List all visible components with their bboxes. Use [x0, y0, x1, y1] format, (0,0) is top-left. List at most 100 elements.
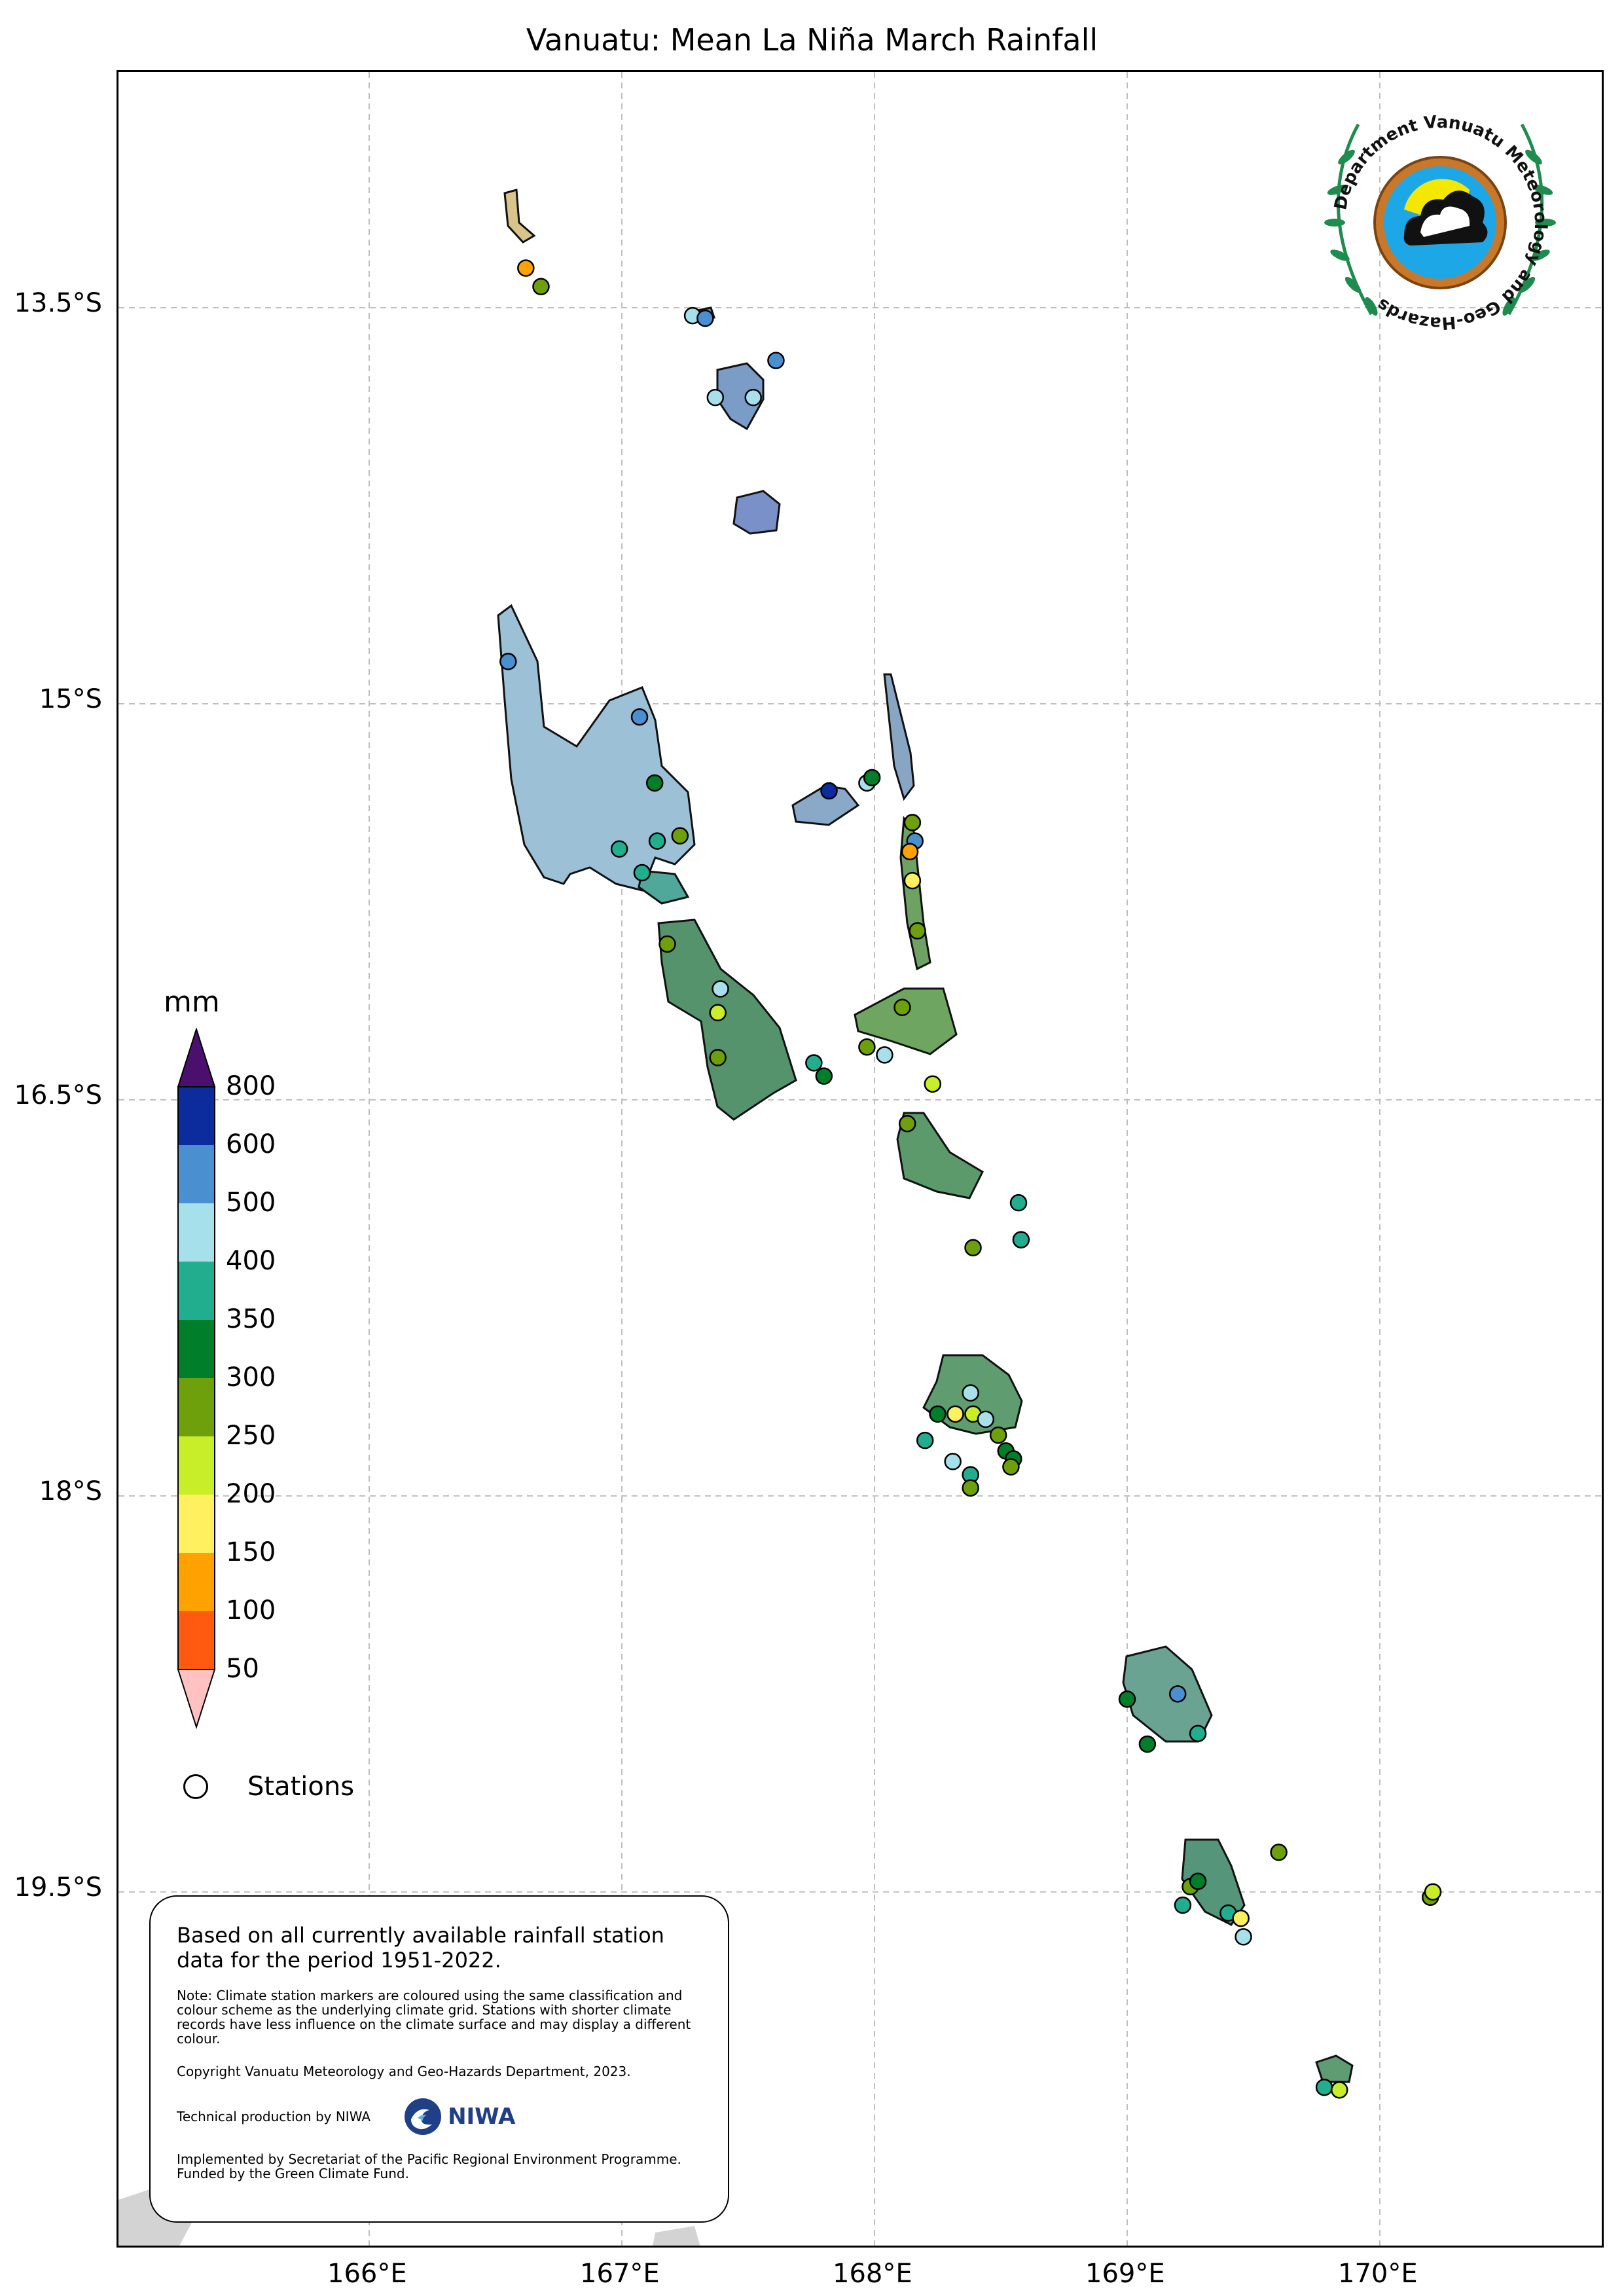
- station-marker[interactable]: [744, 388, 762, 407]
- torres-islands: [503, 189, 536, 244]
- technical-row: Technical production by NIWA NIWA: [177, 2097, 702, 2136]
- station-marker[interactable]: [947, 1405, 964, 1423]
- map-title: Vanuatu: Mean La Niña March Rainfall: [526, 22, 1098, 58]
- station-marker[interactable]: [989, 1426, 1007, 1444]
- colorbar-segment: [178, 1320, 215, 1378]
- station-marker[interactable]: [1009, 1194, 1028, 1212]
- station-marker[interactable]: [645, 774, 664, 792]
- station-marker[interactable]: [805, 1054, 823, 1072]
- station-marker[interactable]: [517, 259, 535, 277]
- station-marker[interactable]: [532, 278, 550, 295]
- colorbar-segment: [178, 1495, 215, 1553]
- station-marker[interactable]: [1330, 2081, 1348, 2099]
- lon-tick-168: 168°E: [833, 2259, 912, 2289]
- lat-tick-18: 18°S: [39, 1476, 102, 1506]
- colorbar-tick-label: 150: [226, 1537, 276, 1567]
- lon-tick-170: 170°E: [1338, 2259, 1418, 2289]
- station-marker[interactable]: [1424, 1883, 1442, 1901]
- station-marker[interactable]: [1012, 1231, 1030, 1248]
- station-marker[interactable]: [944, 1453, 962, 1470]
- niwa-wordmark: NIWA: [448, 2104, 516, 2130]
- lat-tick-15: 15°S: [39, 684, 102, 714]
- station-marker[interactable]: [903, 871, 922, 890]
- colorbar-tick-label: 100: [226, 1595, 276, 1626]
- info-implemented: Implemented by Secretariat of the Pacifi…: [177, 2151, 681, 2181]
- colorbar-outline: [177, 1086, 215, 1670]
- station-marker[interactable]: [815, 1067, 833, 1085]
- station-marker[interactable]: [962, 1384, 979, 1402]
- gaua-island: [732, 490, 781, 535]
- station-marker[interactable]: [909, 922, 926, 940]
- station-marker[interactable]: [901, 843, 919, 861]
- colorbar-tick-label: 250: [226, 1421, 276, 1451]
- colorbar-tick-label: 300: [226, 1362, 276, 1393]
- station-marker[interactable]: [1232, 1909, 1250, 1927]
- vmgd-emblem-icon: Department Vanuatu Meteorology and Geo-H…: [1324, 113, 1556, 333]
- aneityum-island: [1315, 2054, 1354, 2083]
- lon-tick-166: 166°E: [327, 2259, 407, 2289]
- station-marker[interactable]: [1118, 1690, 1136, 1708]
- station-marker[interactable]: [712, 980, 729, 998]
- colorbar-extend-top: [177, 1028, 216, 1087]
- stations-legend-label: Stations: [247, 1772, 355, 1802]
- station-marker[interactable]: [863, 769, 881, 787]
- colorbar-tick-label: 400: [226, 1246, 276, 1276]
- station-marker[interactable]: [898, 1114, 916, 1133]
- technical-text: Technical production by NIWA: [177, 2109, 371, 2124]
- info-main-text: Based on all currently available rainfal…: [177, 1923, 664, 1973]
- station-marker[interactable]: [962, 1479, 979, 1497]
- station-marker[interactable]: [858, 1038, 876, 1056]
- station-marker[interactable]: [610, 840, 628, 858]
- station-marker[interactable]: [1189, 1724, 1207, 1743]
- station-marker[interactable]: [1189, 1872, 1207, 1890]
- station-marker[interactable]: [706, 388, 725, 407]
- station-marker[interactable]: [1174, 1896, 1192, 1914]
- colorbar-segment: [178, 1378, 215, 1436]
- station-marker[interactable]: [1168, 1685, 1187, 1703]
- station-marker[interactable]: [630, 708, 649, 726]
- station-marker[interactable]: [709, 1004, 727, 1022]
- info-copyright: Copyright Vanuatu Meteorology and Geo-Ha…: [177, 2064, 631, 2079]
- station-marker[interactable]: [876, 1046, 893, 1064]
- info-box: Based on all currently available rainfal…: [149, 1895, 729, 2223]
- info-note: Note: Climate station markers are colour…: [177, 1988, 691, 2047]
- colorbar-tick-label: 200: [226, 1479, 276, 1509]
- lat-tick-16-5: 16.5°S: [14, 1080, 102, 1110]
- station-marker[interactable]: [1138, 1735, 1157, 1753]
- colorbar-segment: [178, 1203, 215, 1262]
- loyalty-island-edge: [653, 2226, 700, 2246]
- station-marker[interactable]: [1002, 1458, 1020, 1476]
- station-marker[interactable]: [1270, 1844, 1288, 1861]
- station-marker[interactable]: [709, 1049, 727, 1066]
- stations-legend-marker: [183, 1774, 208, 1799]
- niwa-logo: NIWA: [403, 2097, 515, 2136]
- lon-tick-167: 167°E: [580, 2259, 660, 2289]
- map-area[interactable]: [117, 70, 1604, 2248]
- station-marker[interactable]: [916, 1431, 934, 1449]
- station-marker[interactable]: [659, 935, 676, 953]
- colorbar-tick-label: 500: [226, 1188, 276, 1218]
- lon-tick-169: 169°E: [1085, 2259, 1165, 2289]
- epi-island: [896, 1112, 984, 1199]
- station-marker[interactable]: [648, 832, 666, 850]
- station-marker[interactable]: [696, 309, 714, 327]
- station-marker[interactable]: [977, 1410, 995, 1429]
- station-marker[interactable]: [820, 782, 838, 800]
- station-marker[interactable]: [767, 352, 785, 369]
- colorbar-segment: [178, 1262, 215, 1320]
- colorbar-segment: [178, 1087, 215, 1145]
- station-marker[interactable]: [964, 1239, 982, 1256]
- station-marker[interactable]: [1235, 1928, 1252, 1946]
- station-marker[interactable]: [499, 653, 517, 670]
- colorbar-segment: [178, 1436, 215, 1495]
- station-marker[interactable]: [671, 827, 689, 845]
- malekula-island: [657, 919, 797, 1121]
- station-marker[interactable]: [893, 998, 911, 1016]
- station-marker[interactable]: [903, 814, 922, 831]
- lat-tick-13-5: 13.5°S: [14, 288, 102, 318]
- station-marker[interactable]: [1315, 2078, 1333, 2096]
- station-marker[interactable]: [633, 864, 651, 882]
- station-marker[interactable]: [929, 1405, 947, 1423]
- station-marker[interactable]: [924, 1075, 942, 1093]
- colorbar-segment: [178, 1145, 215, 1203]
